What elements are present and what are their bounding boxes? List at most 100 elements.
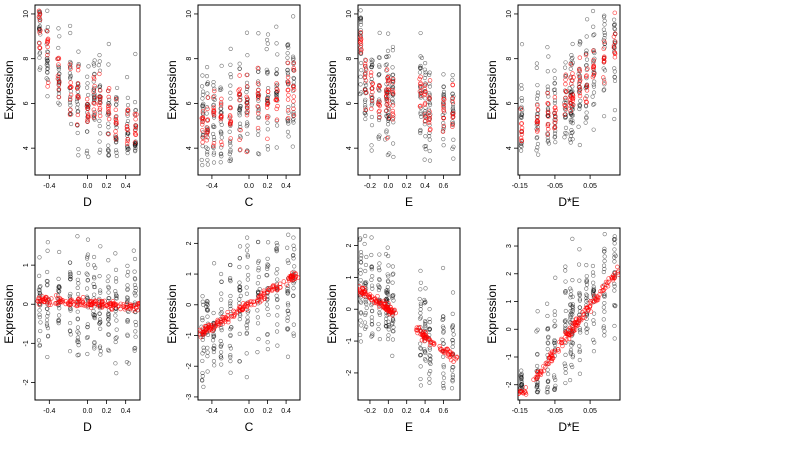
data-point	[441, 375, 447, 381]
data-point	[274, 123, 280, 128]
fitted-point	[291, 60, 296, 66]
data-point	[56, 319, 61, 324]
fitted-point	[198, 334, 204, 340]
fitted-point	[285, 87, 291, 93]
data-point	[602, 293, 607, 298]
fitted-point	[225, 309, 230, 315]
fitted-point	[293, 274, 298, 280]
data-point	[385, 245, 390, 250]
data-point	[418, 54, 423, 59]
data-point	[577, 298, 583, 303]
data-point	[377, 252, 382, 257]
fitted-point	[427, 95, 432, 100]
data-point	[369, 143, 374, 148]
fitted-point	[538, 372, 544, 378]
y-tick-label: 6	[186, 101, 193, 105]
data-point	[45, 94, 50, 99]
fitted-point	[552, 125, 558, 130]
fitted-point	[577, 66, 582, 72]
data-point	[592, 50, 597, 56]
data-point	[85, 324, 90, 330]
data-point	[200, 358, 205, 364]
data-point	[363, 116, 368, 122]
fitted-point	[545, 126, 551, 132]
data-point	[228, 149, 233, 154]
fitted-point	[584, 82, 590, 88]
data-point	[423, 358, 428, 363]
data-point	[212, 334, 217, 339]
fitted-point	[131, 303, 136, 308]
fitted-point	[427, 109, 432, 114]
data-point	[591, 284, 596, 289]
data-point	[386, 296, 391, 301]
data-point	[390, 85, 396, 90]
data-point	[384, 68, 389, 73]
data-point	[245, 265, 250, 270]
data-point	[200, 315, 205, 321]
data-point	[285, 301, 291, 306]
data-point	[591, 102, 596, 107]
data-point	[85, 351, 90, 357]
data-point	[423, 323, 428, 329]
fitted-point	[244, 149, 249, 155]
data-point	[568, 350, 573, 355]
data-point	[68, 332, 73, 337]
data-point	[613, 303, 618, 308]
data-point	[45, 248, 50, 253]
data-point	[125, 150, 130, 156]
fitted-point	[570, 78, 575, 83]
data-point	[377, 63, 382, 68]
data-point	[369, 315, 374, 320]
data-point	[75, 325, 81, 330]
data-point	[46, 311, 51, 316]
fitted-point	[97, 113, 103, 119]
fitted-point	[370, 81, 376, 86]
data-point	[106, 332, 111, 337]
fitted-point	[385, 80, 391, 85]
fitted-point	[563, 89, 569, 94]
x-tick-label: 0.6	[439, 183, 449, 190]
data-point	[211, 124, 216, 130]
data-point	[244, 375, 249, 380]
fitted-point	[92, 95, 98, 100]
data-point	[363, 268, 368, 274]
data-point	[358, 256, 364, 261]
fitted-point	[548, 351, 553, 356]
data-point	[552, 324, 557, 329]
data-point	[553, 377, 558, 382]
fitted-point	[548, 352, 554, 357]
fitted-point	[418, 74, 423, 80]
x-tick-label: 0.2	[102, 408, 112, 415]
data-point	[68, 320, 73, 326]
fitted-point	[89, 302, 95, 308]
data-point	[113, 267, 119, 272]
fitted-point	[220, 319, 226, 324]
fitted-point	[413, 327, 419, 333]
fitted-point	[441, 101, 446, 106]
data-point	[591, 321, 597, 326]
data-point	[285, 258, 290, 263]
fitted-point	[200, 140, 205, 145]
fitted-point	[45, 52, 50, 58]
data-point	[265, 306, 270, 312]
fitted-point	[68, 107, 73, 112]
data-point	[386, 319, 391, 324]
data-point	[244, 248, 250, 253]
y-tick-label: -1	[186, 332, 193, 338]
data-point	[245, 277, 250, 282]
fitted-point	[92, 83, 97, 89]
data-point	[358, 28, 363, 33]
data-point	[592, 101, 597, 107]
fitted-point	[390, 91, 396, 96]
data-point	[76, 153, 81, 158]
fitted-point	[450, 82, 455, 88]
fitted-point	[132, 111, 138, 117]
data-point	[205, 307, 210, 312]
fitted-point	[570, 71, 575, 76]
data-point	[218, 85, 223, 90]
fitted-point	[451, 110, 456, 116]
fitted-point	[66, 302, 71, 307]
y-axis-label: Expression	[165, 60, 179, 119]
